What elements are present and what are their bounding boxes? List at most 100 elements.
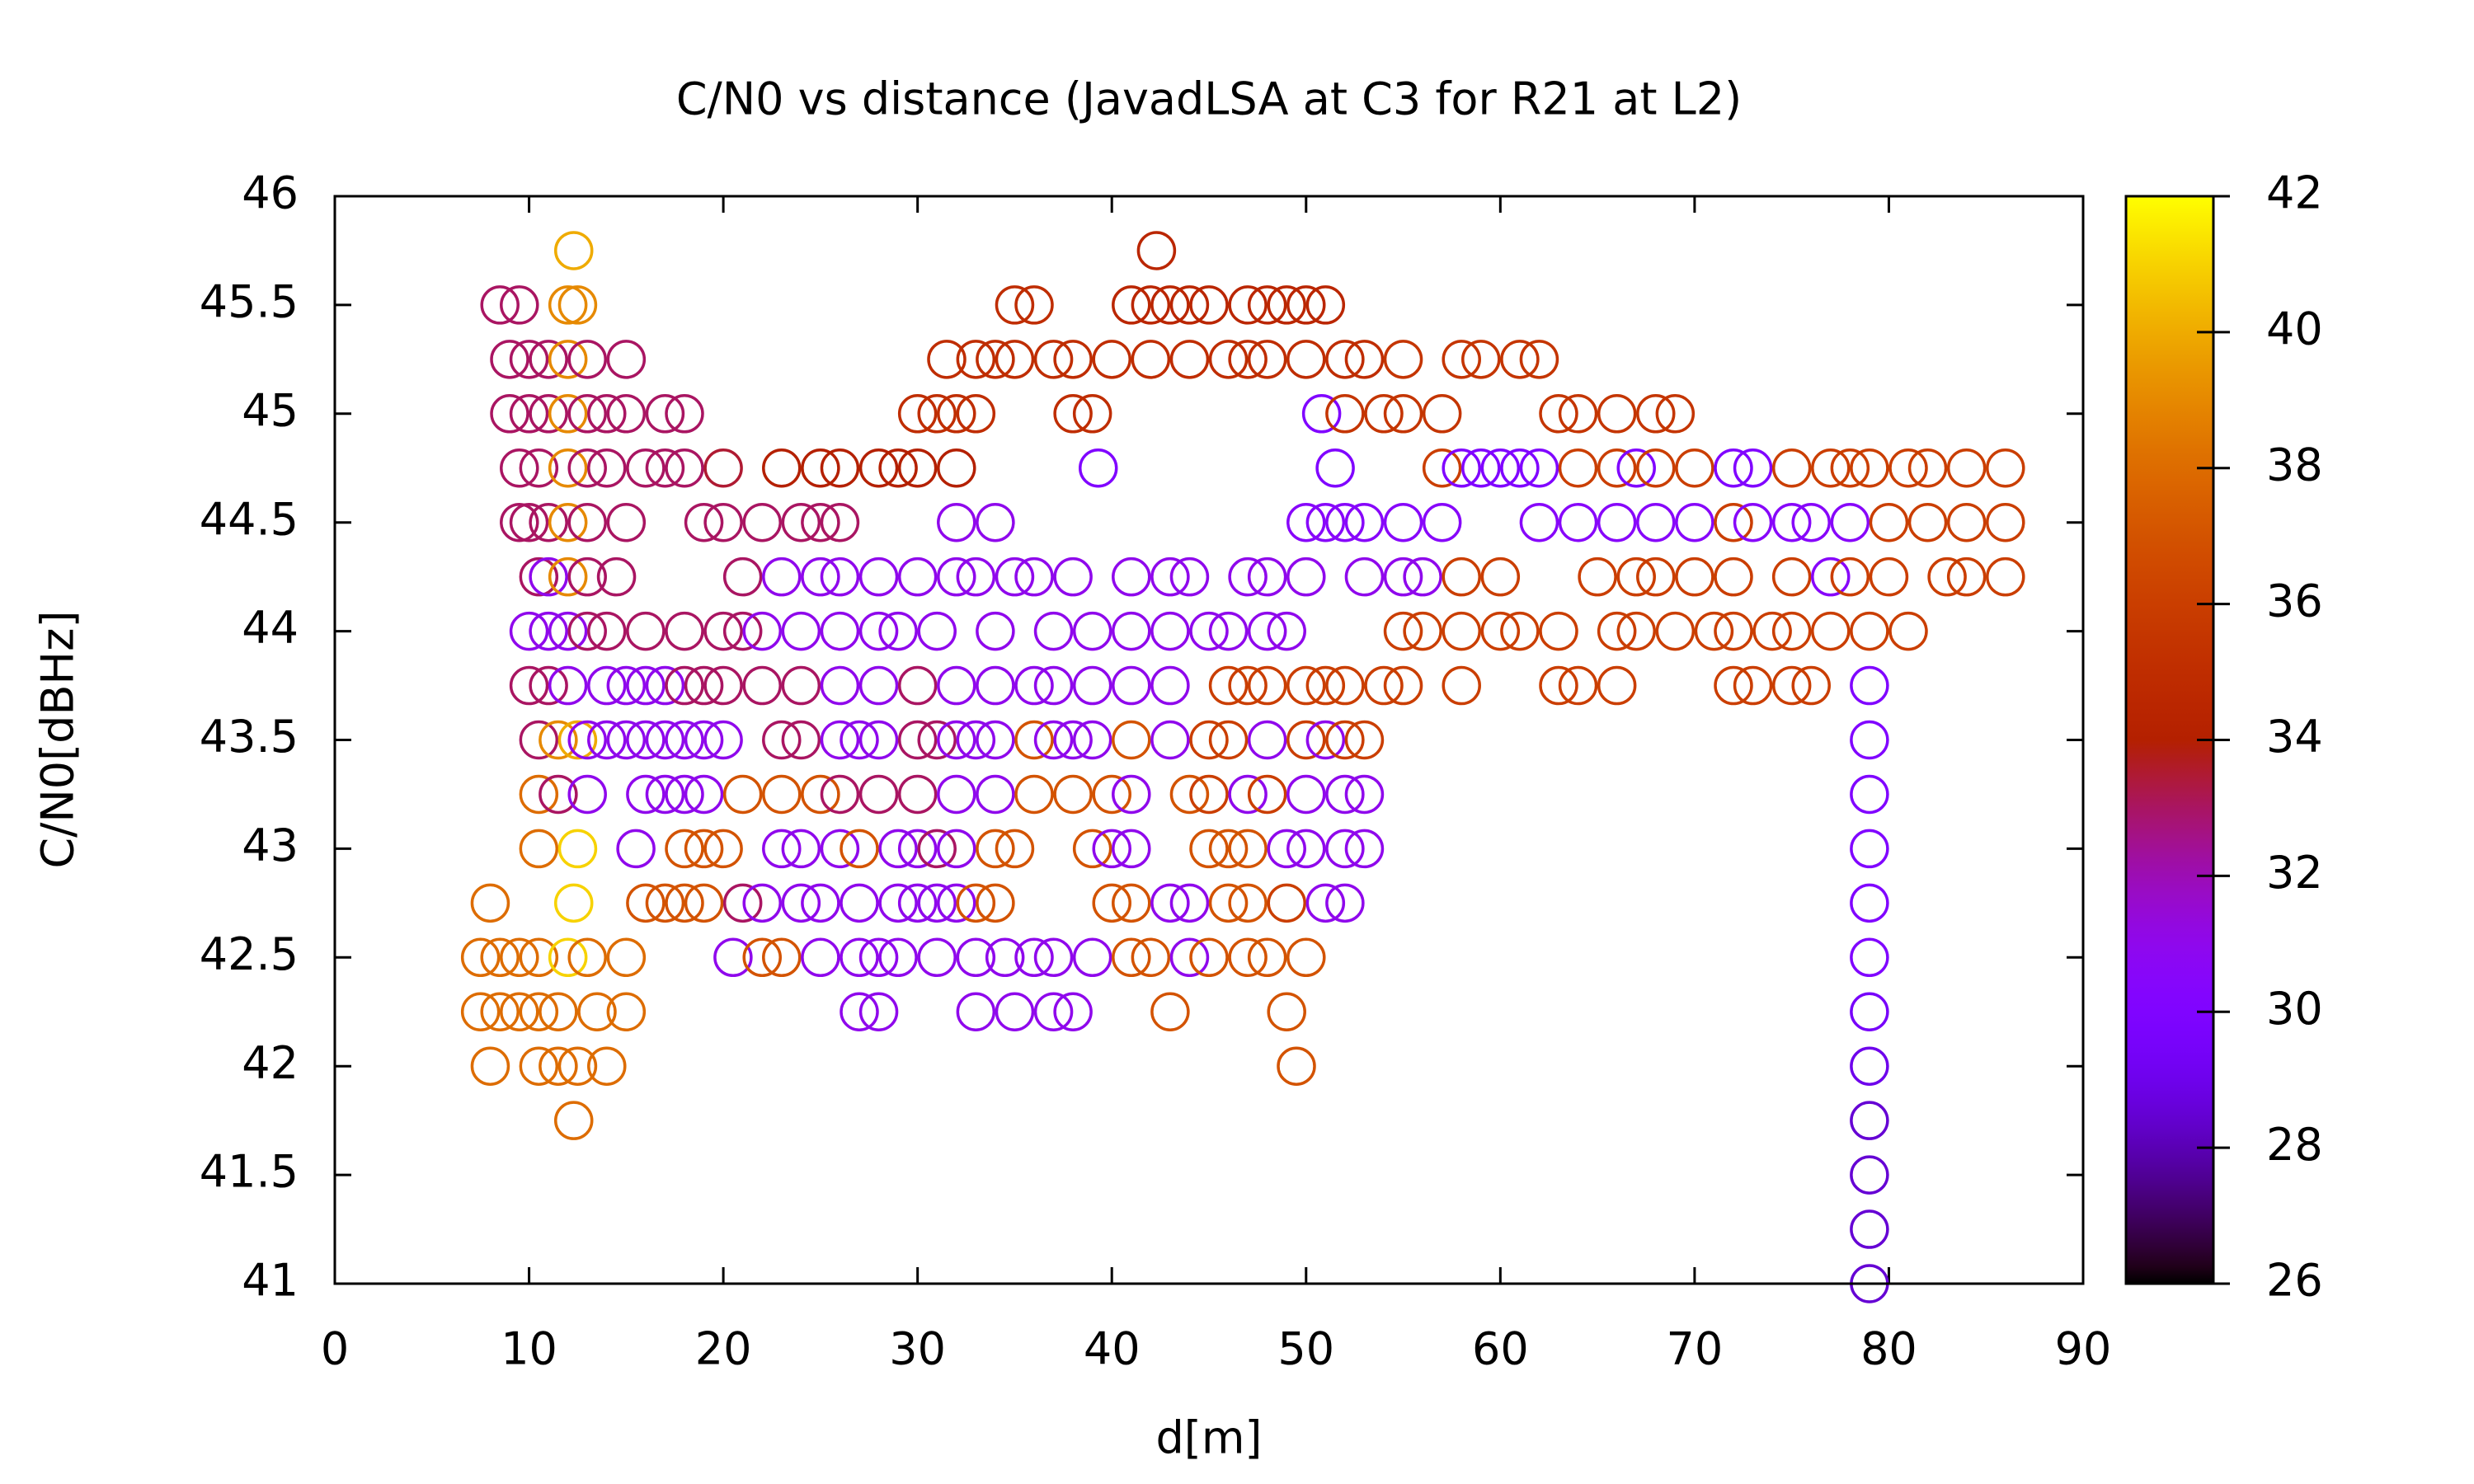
colorbar-tick-label: 34 [2266, 711, 2323, 763]
point [645, 448, 685, 488]
point [1112, 611, 1151, 651]
point [470, 1046, 510, 1086]
point [1344, 340, 1385, 379]
point [529, 394, 568, 434]
colorbar-tick-label: 36 [2266, 575, 2323, 627]
point [703, 611, 743, 651]
point [665, 611, 704, 651]
point [1053, 992, 1093, 1031]
point [587, 611, 627, 651]
y-tick-label: 41 [242, 1255, 299, 1307]
point [1325, 829, 1365, 869]
point [976, 774, 1015, 815]
point [976, 665, 1015, 706]
point [1189, 774, 1229, 815]
point [1078, 448, 1118, 488]
point [606, 665, 647, 706]
point [626, 774, 666, 815]
point [820, 720, 860, 760]
point [1169, 340, 1210, 379]
y-tick-label: 45.5 [200, 276, 299, 328]
point [937, 665, 976, 706]
point [548, 556, 588, 597]
point [1850, 829, 1889, 869]
point [1383, 665, 1423, 706]
point [1480, 556, 1521, 597]
point [529, 502, 568, 542]
point [1325, 394, 1365, 434]
point [956, 992, 996, 1031]
point [548, 394, 588, 434]
point [460, 937, 501, 978]
point [1033, 340, 1074, 379]
point [529, 340, 568, 379]
point [1208, 665, 1249, 706]
point [1150, 992, 1190, 1031]
point [645, 665, 685, 706]
point [1112, 937, 1151, 978]
point [606, 992, 647, 1031]
point [587, 720, 627, 760]
point [801, 883, 840, 923]
point [858, 556, 899, 597]
point [529, 556, 568, 597]
point [1033, 611, 1074, 651]
point [897, 448, 938, 488]
point [645, 720, 685, 760]
point [1946, 448, 1987, 488]
point [1636, 394, 1676, 434]
point [1033, 937, 1074, 978]
point [801, 937, 840, 978]
point [1286, 556, 1326, 597]
point [587, 665, 627, 706]
point [1364, 394, 1404, 434]
chart-title: C/N0 vs distance (JavadLSA at C3 for R21… [676, 73, 1742, 125]
point [626, 665, 666, 706]
point [470, 883, 510, 923]
point [1830, 556, 1870, 597]
point [762, 829, 802, 869]
point [742, 883, 782, 923]
y-axis-label: C/N0[dBHz] [32, 610, 84, 868]
point [1305, 665, 1346, 706]
point [1112, 665, 1151, 706]
point [529, 611, 568, 651]
x-tick-label: 40 [1084, 1323, 1141, 1375]
point [1344, 556, 1385, 597]
x-tick-label: 30 [889, 1323, 946, 1375]
point [897, 394, 938, 434]
point [1014, 665, 1054, 706]
point [587, 448, 627, 488]
points [460, 231, 2025, 1303]
point [1305, 285, 1346, 325]
point [742, 611, 782, 651]
point [539, 992, 578, 1031]
point [645, 883, 685, 923]
y-tick-label: 43.5 [200, 711, 299, 763]
point [976, 340, 1015, 379]
point [548, 285, 588, 325]
point [722, 611, 763, 651]
point [1558, 394, 1598, 434]
point [548, 611, 588, 651]
point [567, 340, 607, 379]
point [878, 448, 918, 488]
point [1325, 665, 1365, 706]
point [742, 502, 782, 542]
point [820, 829, 860, 869]
point [762, 937, 802, 978]
point [897, 829, 938, 869]
point [917, 937, 957, 978]
point [1169, 883, 1210, 923]
point [606, 340, 647, 379]
point [917, 394, 957, 434]
point [1072, 611, 1112, 651]
point [1771, 556, 1812, 597]
point [548, 340, 588, 379]
point [596, 556, 637, 597]
point [1869, 502, 1909, 542]
point [703, 829, 743, 869]
point [1344, 502, 1385, 542]
point [1850, 774, 1889, 815]
point [927, 340, 967, 379]
